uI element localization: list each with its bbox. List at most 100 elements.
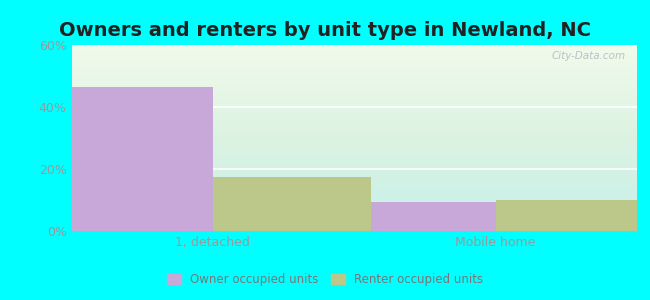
Bar [72, 207, 637, 208]
Bar [72, 46, 637, 47]
Bar [72, 146, 637, 147]
Bar [72, 222, 637, 223]
Bar [72, 224, 637, 225]
Bar [72, 105, 637, 106]
Bar [72, 123, 637, 124]
Bar [72, 122, 637, 123]
Bar [72, 138, 637, 139]
Bar [55, 87, 213, 231]
Bar [72, 136, 637, 137]
Bar [72, 178, 637, 179]
Bar [72, 227, 637, 228]
Bar [72, 153, 637, 154]
Bar [72, 133, 637, 134]
Bar [72, 165, 637, 166]
Bar [72, 155, 637, 156]
Legend: Owner occupied units, Renter occupied units: Owner occupied units, Renter occupied un… [162, 269, 488, 291]
Bar [72, 145, 637, 146]
Bar [72, 118, 637, 119]
Bar [72, 160, 637, 161]
Bar [72, 161, 637, 162]
Bar [72, 108, 637, 109]
Bar [72, 221, 637, 222]
Bar [72, 48, 637, 49]
Bar [72, 228, 637, 229]
Bar [72, 111, 637, 112]
Bar [337, 202, 495, 231]
Bar [72, 87, 637, 88]
Bar [72, 177, 637, 178]
Bar [72, 64, 637, 65]
Bar [72, 167, 637, 168]
Bar [72, 220, 637, 221]
Bar [213, 177, 371, 231]
Bar [72, 189, 637, 190]
Bar [72, 186, 637, 187]
Bar [72, 159, 637, 160]
Bar [72, 57, 637, 58]
Bar [72, 157, 637, 158]
Bar [72, 169, 637, 170]
Bar [72, 81, 637, 82]
Bar [72, 147, 637, 148]
Bar [72, 106, 637, 107]
Bar [72, 130, 637, 131]
Bar [72, 55, 637, 56]
Bar [72, 215, 637, 216]
Bar [72, 110, 637, 111]
Bar [72, 101, 637, 102]
Bar [72, 116, 637, 117]
Bar [72, 131, 637, 132]
Bar [495, 200, 650, 231]
Bar [72, 100, 637, 101]
Bar [72, 47, 637, 48]
Bar [72, 117, 637, 118]
Bar [72, 162, 637, 163]
Bar [72, 225, 637, 226]
Bar [72, 70, 637, 71]
Bar [72, 187, 637, 188]
Bar [72, 90, 637, 91]
Bar [72, 192, 637, 193]
Bar [72, 183, 637, 184]
Bar [72, 124, 637, 125]
Bar [72, 60, 637, 61]
Bar [72, 85, 637, 86]
Bar [72, 219, 637, 220]
Bar [72, 164, 637, 165]
Bar [72, 103, 637, 104]
Bar [72, 190, 637, 191]
Bar [72, 54, 637, 55]
Bar [72, 216, 637, 217]
Bar [72, 65, 637, 66]
Bar [72, 173, 637, 174]
Bar [72, 56, 637, 57]
Bar [72, 52, 637, 53]
Bar [72, 89, 637, 90]
Bar [72, 51, 637, 52]
Bar [72, 76, 637, 77]
Bar [72, 73, 637, 74]
Bar [72, 96, 637, 97]
Bar [72, 197, 637, 199]
Bar [72, 68, 637, 69]
Bar [72, 142, 637, 143]
Bar [72, 49, 637, 50]
Bar [72, 121, 637, 122]
Bar [72, 72, 637, 73]
Bar [72, 218, 637, 219]
Bar [72, 172, 637, 173]
Bar [72, 150, 637, 151]
Bar [72, 94, 637, 95]
Bar [72, 118, 637, 119]
Bar [72, 148, 637, 149]
Bar [72, 91, 637, 92]
Bar [72, 137, 637, 138]
Bar [72, 184, 637, 185]
Bar [72, 166, 637, 167]
Bar [72, 126, 637, 127]
Bar [72, 200, 637, 201]
Bar [72, 194, 637, 195]
Bar [72, 132, 637, 133]
Bar [72, 50, 637, 51]
